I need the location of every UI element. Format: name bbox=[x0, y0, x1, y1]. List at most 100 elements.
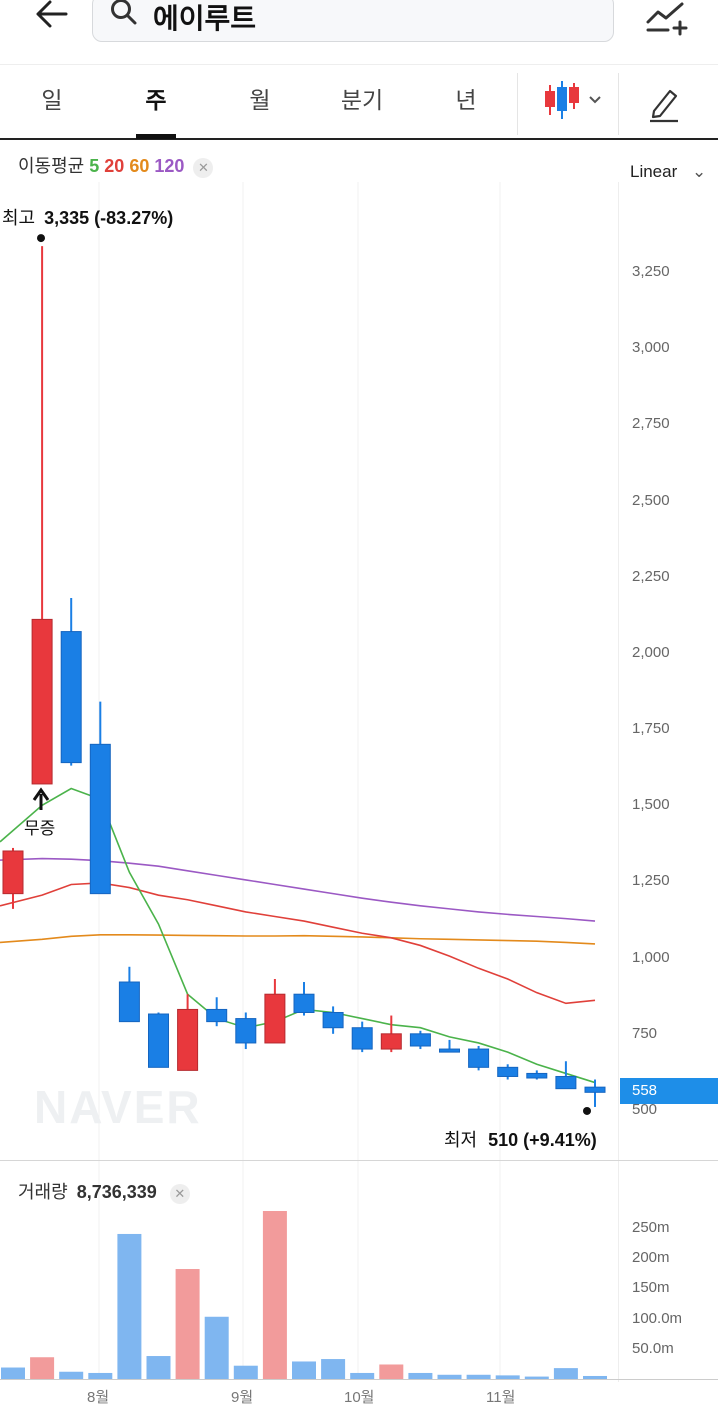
candlestick-chart bbox=[0, 182, 607, 1379]
candle-body bbox=[235, 1018, 257, 1044]
back-arrow-icon bbox=[36, 0, 68, 28]
candle-body bbox=[177, 1008, 199, 1071]
volume-bar bbox=[1, 1367, 25, 1379]
back-button[interactable] bbox=[30, 0, 76, 34]
draw-button[interactable] bbox=[646, 83, 682, 123]
low-marker bbox=[583, 1106, 591, 1115]
candle-body bbox=[409, 1033, 431, 1047]
volume-bar bbox=[117, 1233, 142, 1379]
tab-divider bbox=[517, 73, 518, 135]
volume-bar bbox=[553, 1368, 578, 1379]
chevron-down-icon: ⌄ bbox=[692, 162, 707, 181]
axis-divider bbox=[618, 182, 619, 1382]
compare-chart-button[interactable] bbox=[644, 0, 690, 36]
tab-weekly[interactable]: 주 bbox=[145, 87, 167, 113]
candle-body bbox=[439, 1048, 460, 1053]
tab-monthly[interactable]: 월 bbox=[249, 87, 271, 113]
candle-body bbox=[89, 743, 111, 895]
volume-axis-tick: 250m bbox=[632, 1218, 670, 1236]
ma-legend-title: 이동평균 bbox=[18, 156, 85, 176]
ma20-line bbox=[0, 882, 596, 1005]
candle-body bbox=[264, 993, 286, 1044]
y-axis-tick: 2,000 bbox=[632, 643, 670, 661]
candle-body bbox=[31, 618, 53, 785]
candle-body bbox=[584, 1086, 606, 1093]
high-label: 최고 bbox=[2, 208, 36, 228]
volume-axis-tick: 150m bbox=[632, 1279, 670, 1297]
volume-bar bbox=[321, 1359, 346, 1379]
event-annotation: 무증 bbox=[24, 819, 56, 838]
close-icon[interactable]: ✕ bbox=[193, 158, 214, 178]
volume-label: 거래량 bbox=[18, 1182, 68, 1202]
active-tab-indicator bbox=[136, 134, 176, 139]
tab-yearly[interactable]: 년 bbox=[455, 87, 477, 113]
volume-bar bbox=[88, 1372, 113, 1379]
candle-body bbox=[293, 993, 315, 1013]
naver-watermark: NAVER bbox=[34, 1081, 202, 1133]
y-axis-tick: 750 bbox=[632, 1024, 658, 1042]
scale-label: Linear bbox=[630, 162, 678, 181]
ma60-line bbox=[0, 933, 596, 945]
volume-bar bbox=[583, 1375, 607, 1379]
x-axis-label: 8월 bbox=[87, 1389, 110, 1406]
low-value: 510 (+9.41%) bbox=[488, 1130, 597, 1150]
y-axis-tick: 2,500 bbox=[632, 491, 670, 509]
panel-divider bbox=[0, 1160, 718, 1161]
volume-bar bbox=[146, 1356, 171, 1379]
volume-bar bbox=[466, 1374, 491, 1379]
y-axis-tick: 500 bbox=[632, 1101, 658, 1118]
chart-type-button[interactable] bbox=[540, 79, 604, 123]
low-label: 최저 bbox=[444, 1130, 478, 1150]
volume-axis-tick: 100.0m bbox=[632, 1309, 683, 1327]
x-axis-label: 10월 bbox=[344, 1389, 375, 1406]
volume-bar bbox=[30, 1357, 55, 1379]
ma120-line bbox=[0, 857, 596, 922]
candle-body bbox=[60, 631, 82, 764]
candle-body bbox=[555, 1075, 577, 1090]
current-price-badge: 558 bbox=[620, 1078, 718, 1104]
volume-bar bbox=[524, 1376, 549, 1379]
pencil-icon bbox=[650, 89, 678, 123]
ma-120-label: 120 bbox=[154, 156, 185, 176]
candle-body bbox=[351, 1027, 373, 1050]
chart-area[interactable]: 이동평균 5 20 60 120 ✕ Linear ⌄ NAVER 최고 3,3… bbox=[0, 142, 718, 1413]
y-axis-tick: 2,750 bbox=[632, 415, 670, 433]
volume-bar bbox=[175, 1269, 200, 1379]
search-icon bbox=[111, 0, 137, 25]
low-annotation: 최저 510 (+9.41%) bbox=[444, 1126, 597, 1152]
candle-body bbox=[526, 1072, 548, 1079]
x-axis-label: 9월 bbox=[231, 1389, 254, 1406]
volume-bar bbox=[350, 1372, 375, 1379]
volume-bar bbox=[437, 1374, 462, 1379]
candle-body bbox=[468, 1048, 490, 1068]
volume-bar bbox=[292, 1361, 316, 1379]
x-axis-label: 11월 bbox=[486, 1389, 516, 1406]
tab-quarterly[interactable]: 분기 bbox=[340, 87, 384, 113]
ma-5-label: 5 bbox=[89, 156, 100, 176]
candlestick-icon bbox=[545, 81, 601, 119]
y-axis-tick: 1,250 bbox=[632, 872, 670, 890]
candle-body bbox=[206, 1008, 228, 1023]
chevron-down-icon bbox=[589, 96, 601, 104]
candle-body bbox=[380, 1033, 402, 1050]
volume-bar bbox=[408, 1372, 433, 1379]
high-annotation: 최고 3,335 (-83.27%) bbox=[2, 204, 173, 230]
x-axis-line bbox=[0, 1379, 718, 1380]
candle-body bbox=[497, 1066, 519, 1077]
y-axis-tick: 1,000 bbox=[632, 948, 670, 966]
tab-daily[interactable]: 일 bbox=[41, 87, 63, 113]
y-axis-tick: 3,250 bbox=[632, 263, 670, 280]
ma-legend: 이동평균 5 20 60 120 ✕ bbox=[18, 152, 214, 178]
top-bar: 에이루트 bbox=[0, 0, 718, 62]
search-query: 에이루트 bbox=[153, 3, 257, 34]
candle-body bbox=[322, 1011, 344, 1029]
add-trend-icon bbox=[646, 2, 688, 36]
volume-axis-tick: 50.0m bbox=[632, 1339, 674, 1357]
close-icon[interactable]: ✕ bbox=[169, 1184, 190, 1204]
tab-divider bbox=[618, 73, 619, 135]
volume-value: 8,736,339 bbox=[76, 1182, 157, 1202]
search-box[interactable]: 에이루트 bbox=[92, 0, 614, 42]
scale-selector[interactable]: Linear ⌄ bbox=[630, 162, 706, 182]
volume-bar bbox=[59, 1371, 84, 1379]
volume-bar bbox=[262, 1211, 287, 1379]
